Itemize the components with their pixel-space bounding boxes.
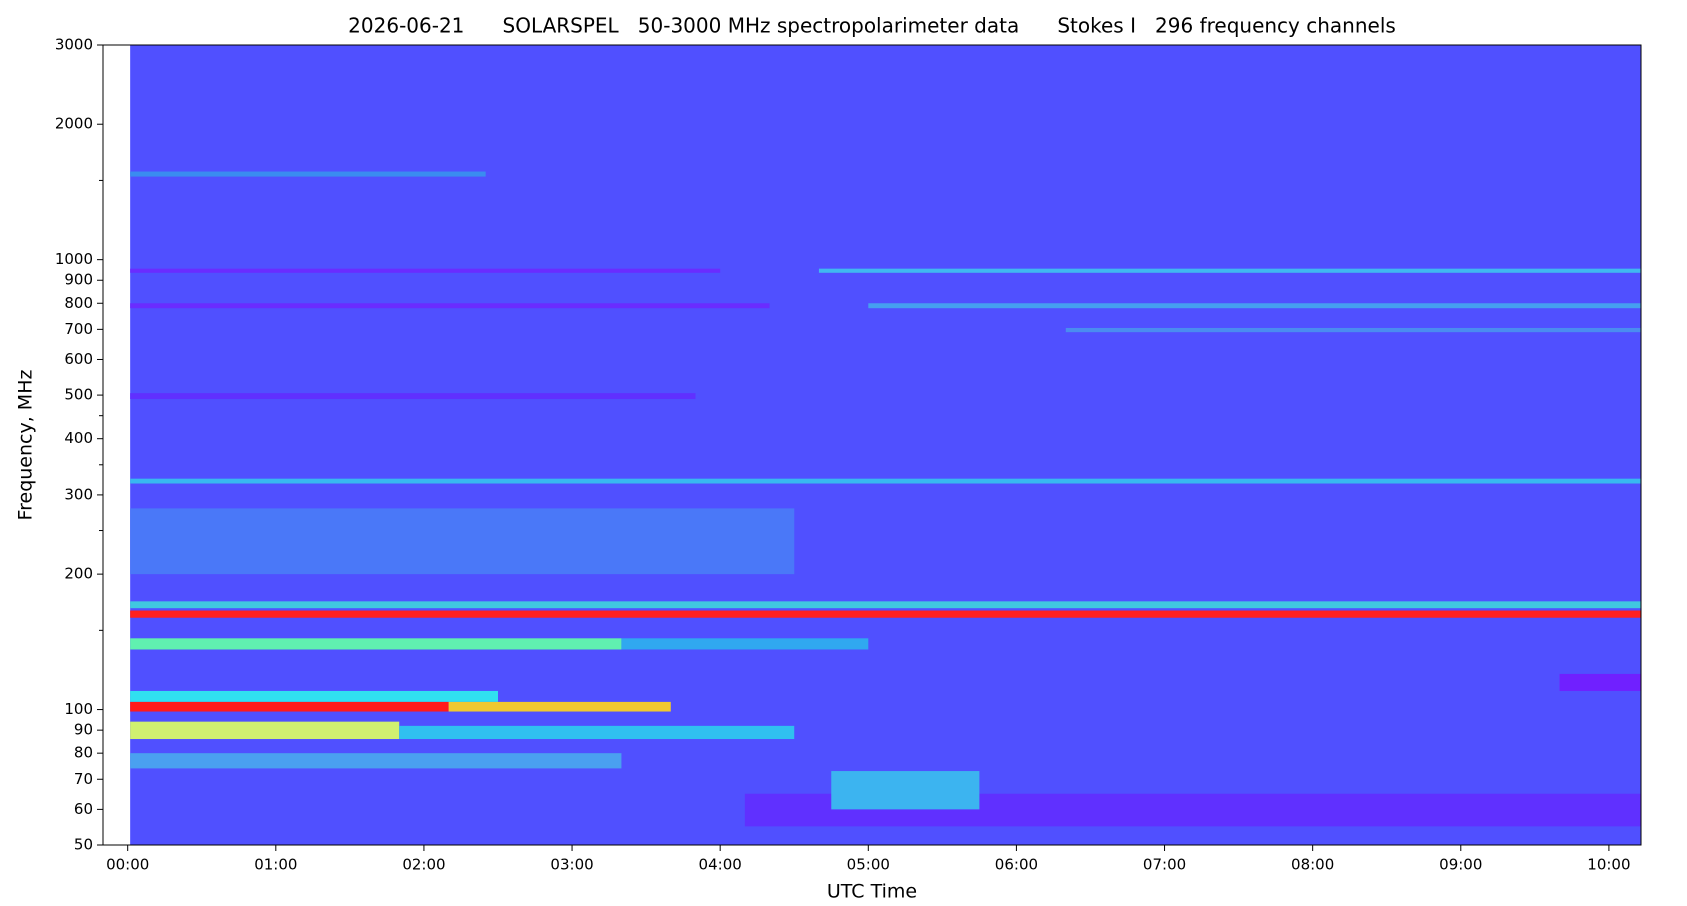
spectrum-band	[130, 478, 1641, 484]
y-tick-label: 900	[64, 271, 93, 289]
y-tick-label: 90	[74, 721, 93, 739]
y-tick-label: 80	[74, 744, 93, 762]
spectrum-band	[448, 701, 671, 712]
x-tick-label: 00:00	[106, 856, 149, 874]
spectrum-band	[399, 725, 795, 740]
spectrum-band	[130, 508, 795, 575]
x-tick-label: 03:00	[550, 856, 593, 874]
spectrum-band	[130, 171, 486, 177]
y-tick-label: 60	[74, 800, 93, 818]
spectrum-band	[130, 268, 721, 273]
spectrum-band	[130, 638, 622, 650]
plot-frame	[102, 44, 1642, 846]
x-tick-label: 08:00	[1291, 856, 1334, 874]
y-tick-label: 400	[64, 429, 93, 447]
x-tick-label: 06:00	[995, 856, 1038, 874]
x-tick-label: 09:00	[1439, 856, 1482, 874]
spectrum-band	[1559, 673, 1641, 691]
spectrum-band	[130, 303, 770, 309]
y-tick-label: 500	[64, 386, 93, 404]
spectrum-band	[1065, 327, 1641, 333]
y-tick-label: 70	[74, 770, 93, 788]
y-tick-label: 200	[64, 565, 93, 583]
y-tick-label: 300	[64, 485, 93, 503]
spectrum-band	[130, 45, 1641, 845]
spectrum-band	[818, 268, 1641, 273]
y-tick-label: 800	[64, 294, 93, 312]
spectrum-band	[130, 753, 622, 769]
y-tick-label: 700	[64, 320, 93, 338]
x-axis-label: UTC Time	[827, 881, 917, 903]
y-tick-label: 1000	[55, 250, 93, 268]
y-tick-label: 600	[64, 350, 93, 368]
spectrum-band	[130, 721, 400, 740]
y-tick-label: 3000	[55, 36, 93, 54]
spectrum-band	[130, 610, 1641, 618]
x-tick-label: 01:00	[254, 856, 297, 874]
spectrum-band	[130, 690, 498, 702]
y-axis-label: Frequency, MHz	[15, 370, 37, 521]
chart-title: 2026-06-21 SOLARSPEL 50-3000 MHz spectro…	[348, 14, 1396, 38]
spectrum-band	[130, 393, 696, 400]
x-tick-label: 07:00	[1143, 856, 1186, 874]
x-tick-label: 04:00	[699, 856, 742, 874]
y-tick-label: 2000	[55, 115, 93, 133]
spectrum-band	[621, 638, 869, 650]
y-tick-label: 100	[64, 700, 93, 718]
y-tick-label: 50	[74, 836, 93, 854]
spectrum-band	[130, 701, 449, 712]
x-tick-label: 02:00	[402, 856, 445, 874]
x-tick-label: 05:00	[847, 856, 890, 874]
x-tick-label: 10:00	[1587, 856, 1630, 874]
spectrum-band	[831, 771, 980, 810]
spectrum-band	[868, 303, 1641, 309]
spectrum-band	[130, 601, 1641, 609]
